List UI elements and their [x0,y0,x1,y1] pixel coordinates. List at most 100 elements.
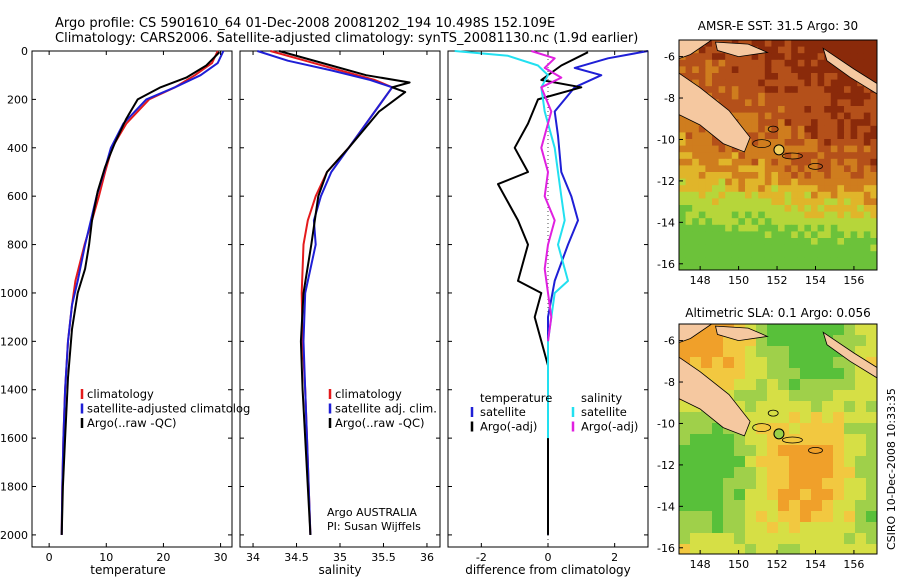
map-cell [764,86,772,94]
x-tick-label: 36 [420,551,434,564]
map-cell [679,125,687,133]
map-cell [804,165,812,173]
map-y-tick-label: -10 [657,417,675,430]
map-cell [712,511,724,523]
map-cell [830,119,838,127]
map-cell [784,264,792,271]
map-cell [791,191,799,199]
map-cell [811,218,819,226]
map-cell [844,478,856,490]
map-cell [698,198,706,206]
y-tick-label: 2000 [0,529,28,542]
map-cell [784,99,792,107]
map-cell [758,218,766,226]
map-cell [824,79,832,87]
map-cell [718,92,726,100]
map-cell [817,66,825,74]
map-cell [797,257,805,265]
map-cell [811,198,819,206]
map-cell [857,244,865,252]
map-cell [817,125,825,133]
map-cell [797,119,805,127]
map-cell [698,132,706,140]
map-cell [751,152,759,160]
map-y-tick-label: -14 [657,216,675,229]
map-cell [797,165,805,173]
map-cell [679,172,687,180]
sla-map-panel: Altimetric SLA: 0.1 Argo: 0.056 148 150 15… [657,306,878,571]
map-cell [844,106,852,114]
map-cell [811,205,819,213]
map-cell [731,152,739,160]
x-tick-label: 2 [611,551,618,564]
map-cell [679,66,687,74]
map-cell [756,335,768,347]
map-cell [692,257,700,265]
map-cell [811,231,819,239]
map-cell [738,152,746,160]
map-cell [679,445,691,457]
map-cell [800,511,812,523]
map-cell [797,145,805,153]
map-cell [756,412,768,424]
map-cell [718,99,726,107]
map-cell [824,139,832,147]
legend-label: satellite-adjusted climatolog [87,402,250,416]
map-y-tick-label: -6 [664,335,675,348]
map-cell [833,434,845,446]
map-cell [797,152,805,160]
map-cell [764,106,772,114]
y-tick-label: 1600 [0,432,28,445]
map-cell [767,379,779,391]
map-cell [756,511,768,523]
map-cell [705,46,713,54]
map-cell [811,191,819,199]
map-cell [844,132,852,140]
map-cell [685,125,693,133]
map-cell [844,401,856,413]
map-cell [778,119,786,127]
map-cell [731,145,739,153]
map-cell [758,106,766,114]
map-cell [771,158,779,166]
map-cell [764,257,772,265]
map-cell [712,198,720,206]
map-cell [857,92,865,100]
map-cell [837,191,845,199]
map-cell [822,500,834,512]
map-cell [771,66,779,74]
map-cell [822,346,834,358]
map-cell [698,158,706,166]
map-cell [725,158,733,166]
map-cell [778,112,786,120]
map-cell [855,423,867,435]
map-cell [778,205,786,213]
map-cell [692,59,700,67]
x-tick-label: 20 [156,551,170,564]
map-cell [797,66,805,74]
map-cell [745,335,757,347]
map-cell [679,257,687,265]
map-cell [685,139,693,147]
map-cell [778,152,786,160]
map-cell [685,53,693,61]
map-cell [804,145,812,153]
map-cell [745,66,753,74]
map-cell [701,324,713,336]
map-cell [797,205,805,213]
map-cell [690,511,702,523]
map-cell [804,218,812,226]
x-tick-label: 35.5 [371,551,396,564]
map-cell [771,119,779,127]
map-cell [857,205,865,213]
map-cell [690,445,702,457]
map-cell [830,86,838,94]
map-cell [791,66,799,74]
map-cell [764,139,772,147]
map-cell [824,165,832,173]
map-cell [800,489,812,501]
map-cell [822,445,834,457]
map-cell [800,478,812,490]
map-x-tick-label: 152 [767,558,788,571]
map-cell [778,500,790,512]
